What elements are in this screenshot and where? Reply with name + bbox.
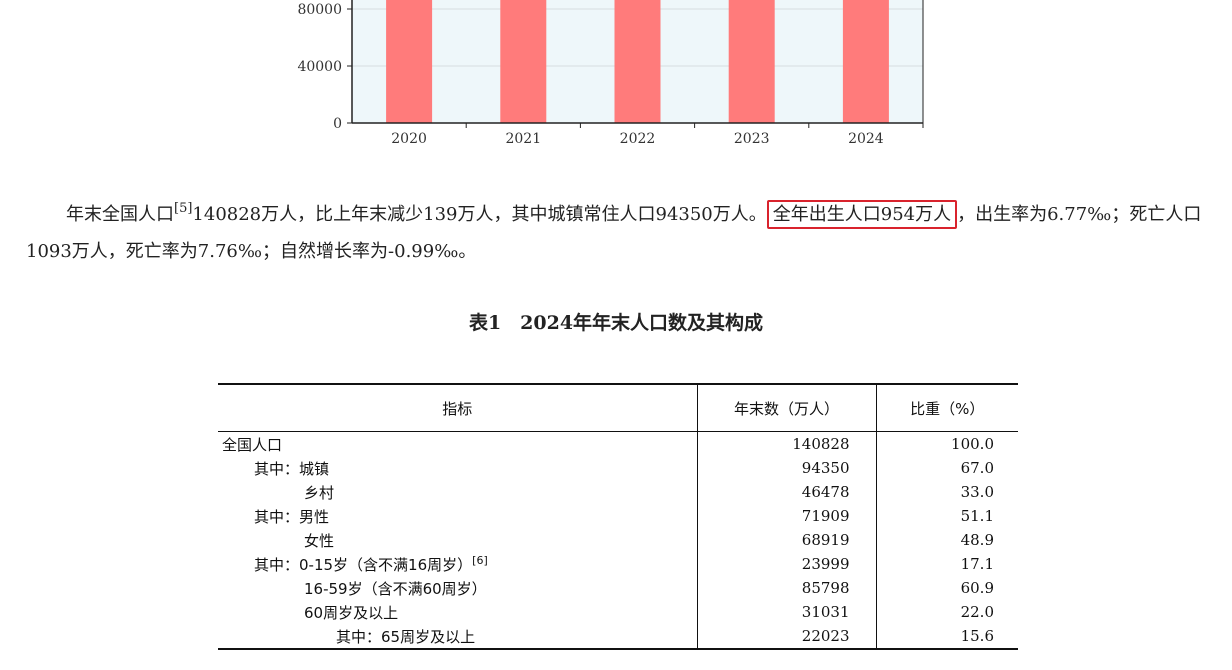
row-label: 16-59岁（含不满60周岁） xyxy=(304,579,487,598)
row-label-cell: 其中：65周岁及以上 xyxy=(218,624,697,650)
row-label: 乡村 xyxy=(304,483,335,502)
table-row: 其中：0-15岁（含不满16周岁）[6] 23999 17.1 xyxy=(218,552,1018,576)
row-count: 71909 xyxy=(696,504,876,528)
x-tick-label: 2021 xyxy=(505,131,541,147)
row-prefix: 其中： xyxy=(336,627,382,646)
table-row: 其中：65周岁及以上 22023 15.6 xyxy=(218,624,1018,650)
row-label: 城镇 xyxy=(299,459,330,478)
population-table: 指标 年末数（万人） 比重（%） 全国人口 140828 100.0 其中：城镇… xyxy=(218,383,1018,650)
footnote-ref-6[interactable]: [6] xyxy=(472,553,488,567)
row-prefix: 其中： xyxy=(254,555,300,574)
row-label: 男性 xyxy=(299,507,330,526)
x-tick-label: 2023 xyxy=(734,131,770,147)
y-tick-label: 80000 xyxy=(297,2,342,18)
row-label-cell: 女性 xyxy=(218,528,697,552)
row-count: 46478 xyxy=(696,480,876,504)
table-row: 其中：城镇 94350 67.0 xyxy=(218,456,1018,480)
bar-2022 xyxy=(614,0,661,123)
row-share: 15.6 xyxy=(875,624,1018,650)
row-share: 33.0 xyxy=(875,480,1018,504)
x-tick-label: 2024 xyxy=(848,131,884,147)
row-count: 140828 xyxy=(696,431,876,456)
y-tick-label: 40000 xyxy=(297,59,342,75)
table-header-row: 指标 年末数（万人） 比重（%） xyxy=(218,383,1018,432)
row-share: 51.1 xyxy=(875,504,1018,528)
table-row: 其中：男性 71909 51.1 xyxy=(218,504,1018,528)
summary-paragraph: 年末全国人口[5]140828万人，比上年末减少139万人，其中城镇常住人口94… xyxy=(26,196,1206,270)
table-title: 表1 2024年年末人口数及其构成 xyxy=(468,312,764,334)
footnote-ref-5[interactable]: [5] xyxy=(174,201,193,216)
table-row: 16-59岁（含不满60周岁） 85798 60.9 xyxy=(218,576,1018,600)
row-label: 65周岁及以上 xyxy=(381,627,476,646)
row-label: 0-15岁（含不满16周岁） xyxy=(299,555,473,574)
row-count: 68919 xyxy=(696,528,876,552)
row-count: 85798 xyxy=(696,576,876,600)
row-prefix: 其中： xyxy=(254,459,300,478)
row-label-cell: 乡村 xyxy=(218,480,697,504)
row-share: 22.0 xyxy=(875,600,1018,624)
highlighted-births: 全年出生人口954万人 xyxy=(766,200,958,229)
row-label-cell: 60周岁及以上 xyxy=(218,600,697,624)
table-row: 女性 68919 48.9 xyxy=(218,528,1018,552)
row-count: 23999 xyxy=(696,552,876,576)
row-share: 48.9 xyxy=(875,528,1018,552)
chart-canvas: 0 40000 80000 2020 2021 2022 2023 2024 xyxy=(297,0,924,147)
row-share: 67.0 xyxy=(875,456,1018,480)
row-label-cell: 其中：城镇 xyxy=(218,456,697,480)
y-tick-labels: 0 40000 80000 xyxy=(297,2,352,132)
bar-2020 xyxy=(386,0,433,123)
row-share: 100.0 xyxy=(875,431,1018,456)
row-prefix: 其中： xyxy=(254,507,300,526)
x-tick-label: 2022 xyxy=(620,131,656,147)
para-text-middle: 140828万人，比上年末减少139万人，其中城镇常住人口94350万人。 xyxy=(192,204,767,225)
para-text-end: ，出生率为6.77‰；死亡人口1093万人，死亡率为7.76‰；自然增长率为-0… xyxy=(26,204,1202,262)
bars xyxy=(386,0,889,123)
y-tick-label: 0 xyxy=(333,116,342,132)
para-text-start: 年末全国人口 xyxy=(66,204,174,225)
row-label: 60周岁及以上 xyxy=(304,603,399,622)
row-share: 60.9 xyxy=(875,576,1018,600)
row-share: 17.1 xyxy=(875,552,1018,576)
table-row: 乡村 46478 33.0 xyxy=(218,480,1018,504)
row-label-cell: 其中：男性 xyxy=(218,504,697,528)
row-label-cell: 全国人口 xyxy=(218,432,697,457)
table-row: 全国人口 140828 100.0 xyxy=(218,431,1018,457)
table-row: 60周岁及以上 31031 22.0 xyxy=(218,600,1018,624)
x-tick-labels: 2020 2021 2022 2023 2024 xyxy=(391,123,924,147)
population-bar-chart: 0 40000 80000 2020 2021 2022 2023 2024 xyxy=(290,0,930,155)
row-count: 31031 xyxy=(696,600,876,624)
header-share: 比重（%） xyxy=(875,383,1018,432)
row-label: 女性 xyxy=(304,531,335,550)
header-indicator: 指标 xyxy=(218,383,697,432)
row-label-cell: 其中：0-15岁（含不满16周岁）[6] xyxy=(218,552,697,576)
x-tick-label: 2020 xyxy=(391,131,427,147)
row-label-cell: 16-59岁（含不满60周岁） xyxy=(218,576,697,600)
row-count: 22023 xyxy=(696,624,876,650)
bar-2024 xyxy=(842,0,889,123)
header-year-end-count: 年末数（万人） xyxy=(696,383,876,432)
bar-2021 xyxy=(500,0,547,123)
row-label: 全国人口 xyxy=(222,435,283,454)
row-count: 94350 xyxy=(696,456,876,480)
bar-2023 xyxy=(728,0,775,123)
